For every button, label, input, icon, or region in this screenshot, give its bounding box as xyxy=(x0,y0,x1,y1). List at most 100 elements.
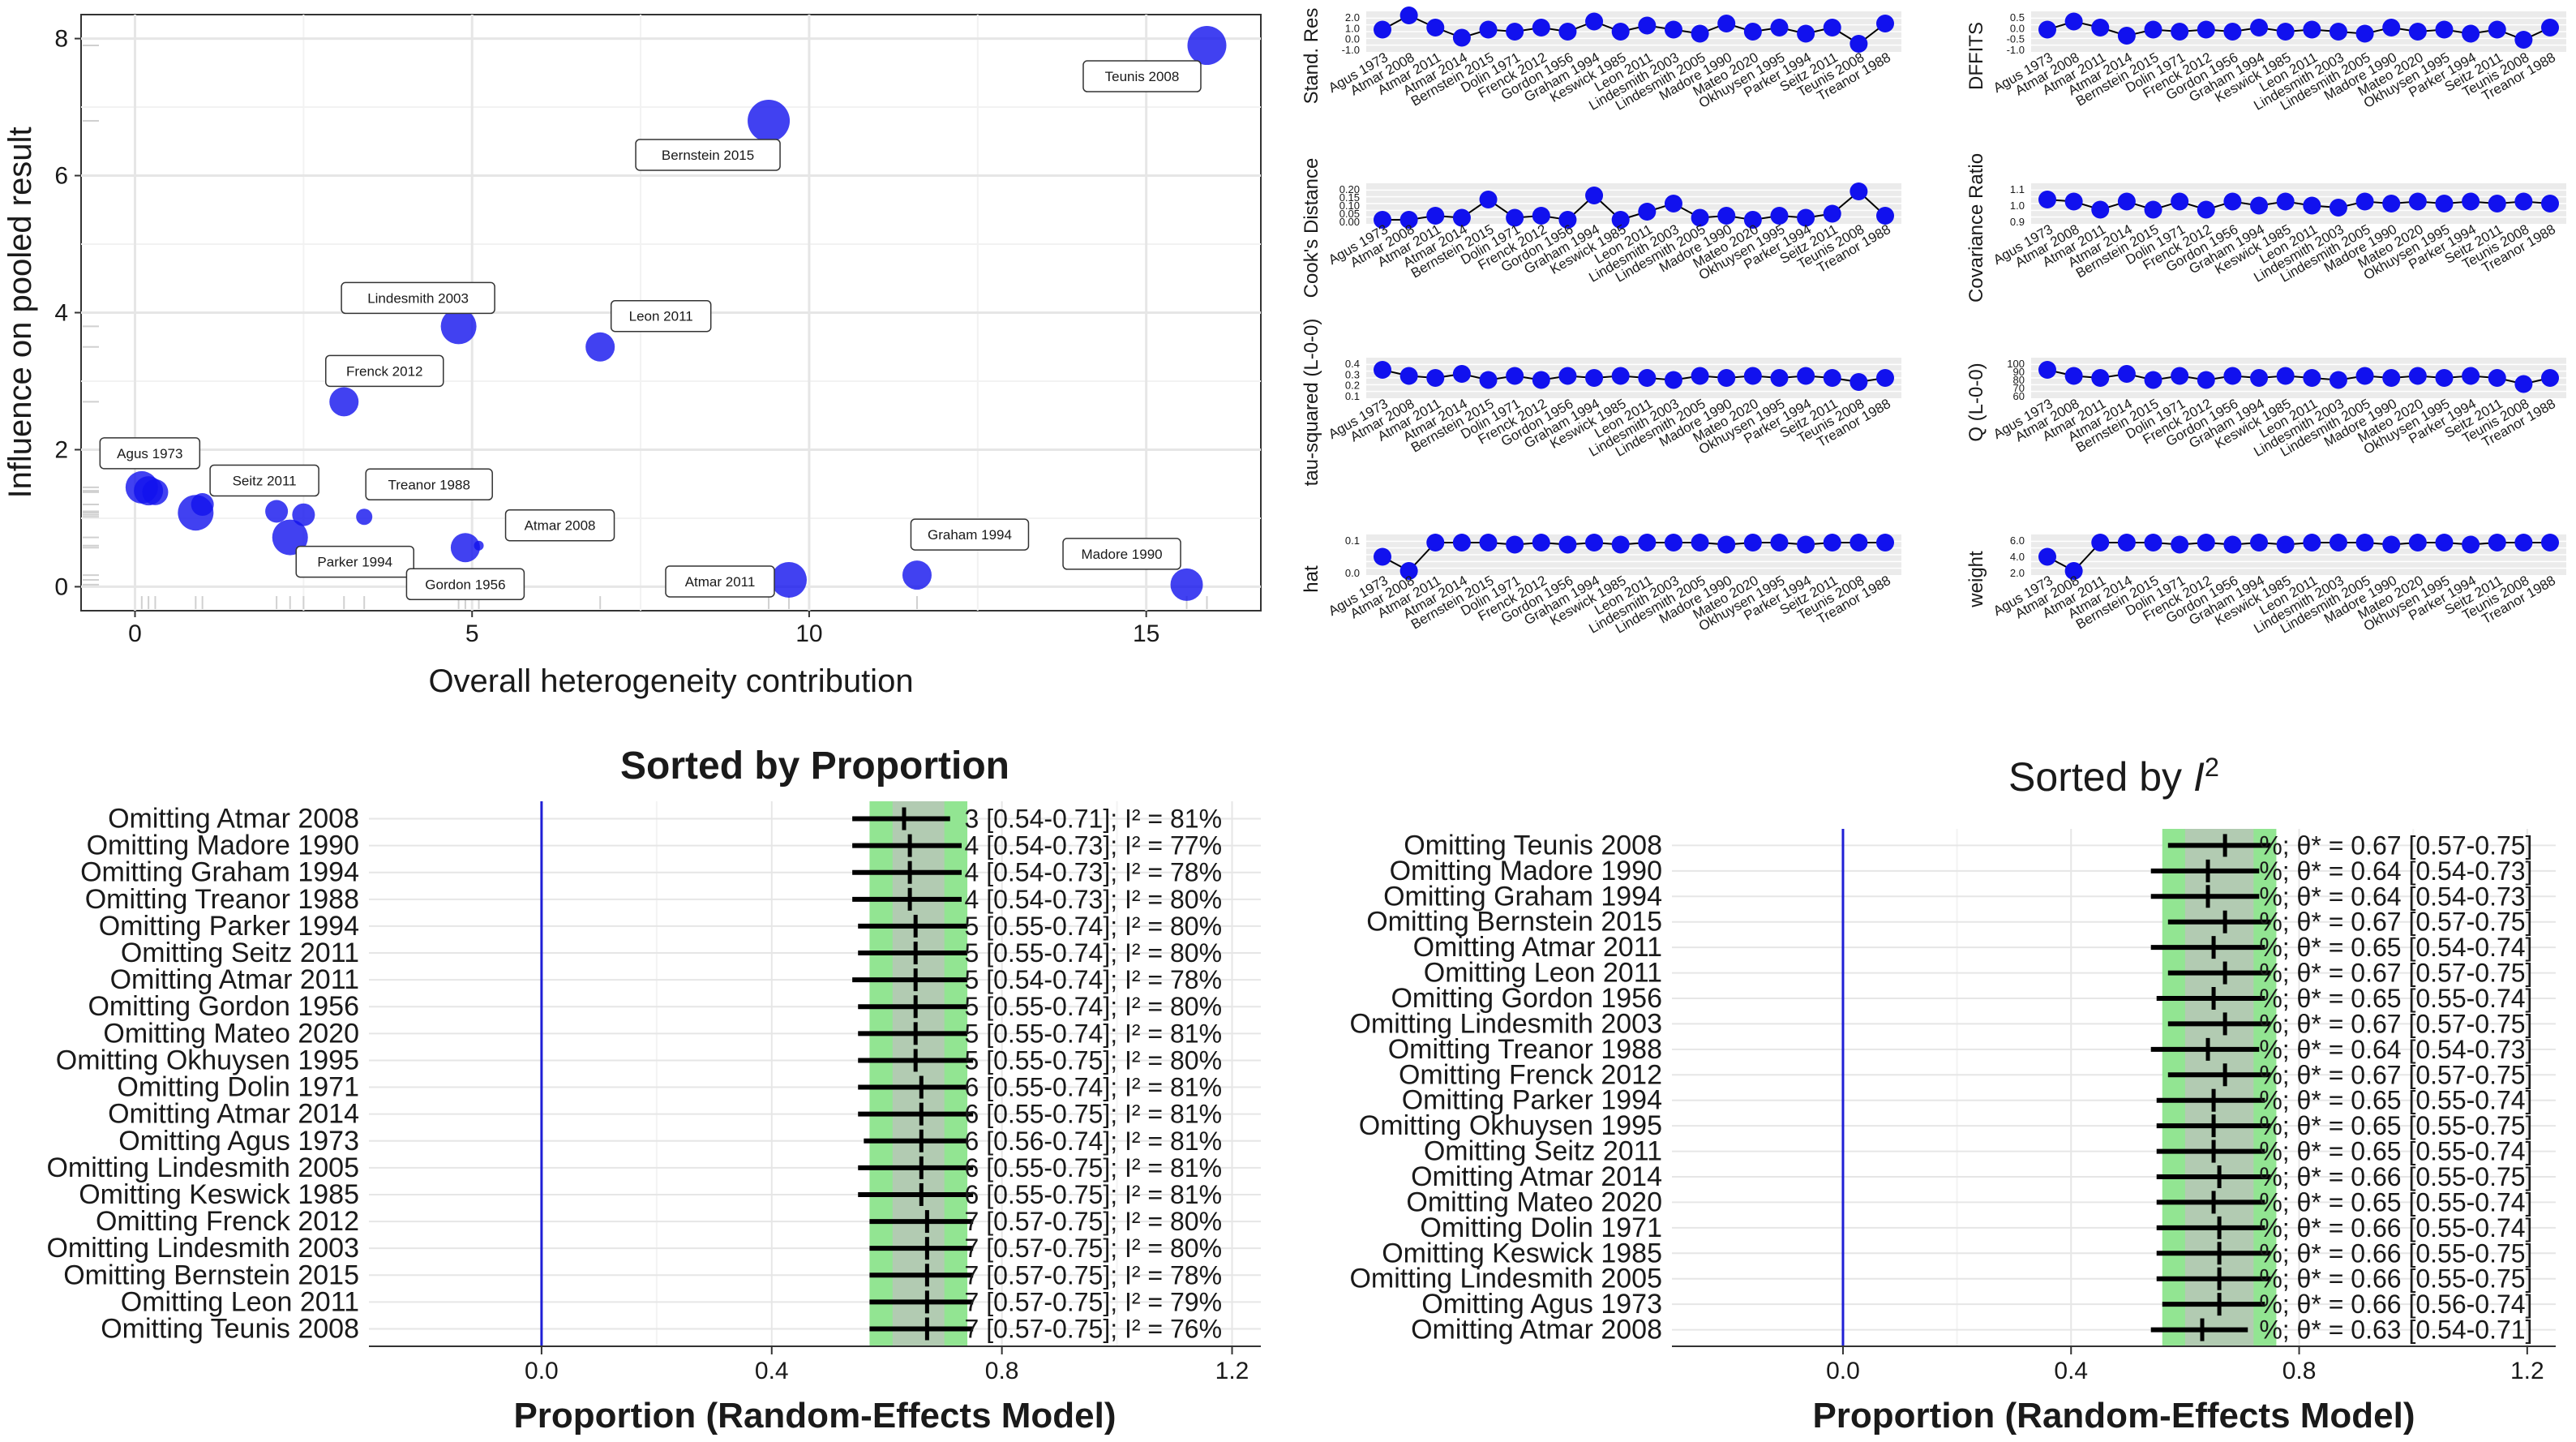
data-point xyxy=(1849,182,1868,200)
row-label: Omitting Parker 1994 xyxy=(99,911,359,942)
data-point xyxy=(2303,369,2321,387)
point-label: Frenck 2012 xyxy=(346,363,423,379)
row-label: Omitting Leon 2011 xyxy=(121,1286,359,1317)
data-point xyxy=(2541,195,2559,212)
row-label: Omitting Mateo 2020 xyxy=(103,1018,359,1049)
point-label-box xyxy=(635,139,781,171)
row-annotation: %; θ* = 0.65 [0.55-0.74] xyxy=(2259,1137,2532,1166)
row-label: Omitting Atmar 2008 xyxy=(1411,1315,1662,1345)
data-point xyxy=(2171,23,2189,41)
row-annotation: %; θ* = 0.65 [0.55-0.74] xyxy=(2259,1086,2532,1115)
data-point xyxy=(2303,20,2321,39)
data-point xyxy=(1743,211,1762,229)
data-point xyxy=(1664,195,1682,212)
data-point xyxy=(2276,367,2295,385)
data-point xyxy=(585,332,615,362)
data-point xyxy=(2462,535,2480,554)
data-point xyxy=(2382,535,2401,554)
row-label: Omitting Frenck 2012 xyxy=(1399,1059,1662,1090)
data-point xyxy=(2355,534,2374,551)
data-point xyxy=(2250,369,2269,387)
data-point xyxy=(1849,35,1868,53)
row-annotation: 5 [0.55-0.74]; I² = 80% xyxy=(965,938,1223,968)
data-point xyxy=(2355,192,2374,211)
data-point xyxy=(440,308,477,345)
y-tick-label: 80 xyxy=(2013,374,2025,386)
chart-title: Sorted by I2 xyxy=(2008,753,2219,800)
data-point xyxy=(1691,24,1709,43)
y-tick-label: 8 xyxy=(54,26,68,53)
row-annotation: 4 [0.54-0.73]; I² = 77% xyxy=(965,831,1223,860)
row-label: Omitting Atmar 2011 xyxy=(1413,932,1662,963)
data-point xyxy=(2144,371,2162,389)
data-point xyxy=(1797,367,1815,385)
y-tick-label: 0 xyxy=(54,573,68,600)
y-tick-label: 0.05 xyxy=(1339,208,1360,220)
data-point xyxy=(1770,534,1789,551)
row-annotation: 6 [0.55-0.75]; I² = 81% xyxy=(965,1153,1223,1182)
x-axis-title: Proportion (Random-Effects Model) xyxy=(1812,1396,2415,1436)
data-point xyxy=(2091,369,2110,387)
data-point xyxy=(1532,371,1550,389)
pi-band xyxy=(892,801,945,1346)
point-label-box xyxy=(405,568,525,601)
data-point xyxy=(2197,371,2215,389)
row-annotation: 5 [0.55-0.74]; I² = 80% xyxy=(965,992,1223,1021)
data-point xyxy=(1479,371,1498,389)
y-tick-label: 0.9 xyxy=(2010,216,2025,228)
row-label: Omitting Madore 1990 xyxy=(1390,856,1662,886)
data-point xyxy=(2117,27,2136,45)
row-label: Omitting Gordon 1956 xyxy=(88,991,359,1022)
data-point xyxy=(1585,12,1604,31)
data-point xyxy=(2223,192,2242,211)
row-annotation: 5 [0.55-0.75]; I² = 80% xyxy=(965,1045,1223,1075)
y-axis-title: weight xyxy=(1965,551,1987,608)
data-point xyxy=(1876,15,1894,32)
data-point xyxy=(2144,534,2162,551)
data-point xyxy=(2038,361,2056,379)
data-point xyxy=(1797,24,1815,43)
y-tick-label: 60 xyxy=(2013,390,2025,402)
y-tick-label: 90 xyxy=(2013,366,2025,378)
data-point xyxy=(2038,547,2056,566)
point-label: Parker 1994 xyxy=(317,555,392,570)
data-point xyxy=(1717,535,1736,554)
data-point xyxy=(1770,19,1789,36)
data-point xyxy=(2435,534,2454,551)
data-point xyxy=(1717,369,1736,387)
row-annotation: %; θ* = 0.65 [0.55-0.75] xyxy=(2259,1111,2532,1140)
row-annotation: 4 [0.54-0.73]; I² = 80% xyxy=(965,885,1223,914)
row-label: Omitting Treanor 1988 xyxy=(85,884,359,915)
row-label: Omitting Agus 1973 xyxy=(118,1126,359,1157)
data-point xyxy=(1532,534,1550,551)
data-point xyxy=(2197,200,2215,219)
row-annotation: 6 [0.55-0.75]; I² = 81% xyxy=(965,1100,1223,1129)
data-point xyxy=(1452,208,1471,227)
data-point xyxy=(2514,192,2533,211)
data-point xyxy=(2064,192,2083,211)
row-label: Omitting Bernstein 2015 xyxy=(63,1260,359,1290)
x-tick-label: 10 xyxy=(795,620,822,647)
point-label-box xyxy=(910,518,1030,551)
data-point xyxy=(1717,207,1736,225)
data-point xyxy=(2117,365,2136,383)
data-point xyxy=(2276,192,2295,211)
data-point xyxy=(2329,199,2347,217)
data-point xyxy=(2514,31,2533,49)
row-label: Omitting Lindesmith 2003 xyxy=(1349,1008,1662,1039)
row-annotation: %; θ* = 0.66 [0.55-0.75] xyxy=(2259,1162,2532,1191)
data-point xyxy=(2382,195,2401,212)
data-point xyxy=(1506,23,1524,41)
y-tick-label: 0.1 xyxy=(1345,390,1360,402)
y-tick-label: 0.2 xyxy=(1345,380,1360,392)
data-point xyxy=(1797,535,1815,554)
y-tick-label: 4 xyxy=(54,300,68,327)
row-label: Omitting Graham 1994 xyxy=(80,857,359,888)
y-tick-label: 0.20 xyxy=(1339,183,1360,195)
chart-title: Sorted by Proportion xyxy=(620,745,1009,788)
data-point xyxy=(1558,23,1577,41)
data-point xyxy=(1664,534,1682,551)
row-annotation: 7 [0.57-0.75]; I² = 80% xyxy=(965,1207,1223,1236)
data-point xyxy=(1399,6,1418,24)
data-point xyxy=(1374,20,1391,39)
